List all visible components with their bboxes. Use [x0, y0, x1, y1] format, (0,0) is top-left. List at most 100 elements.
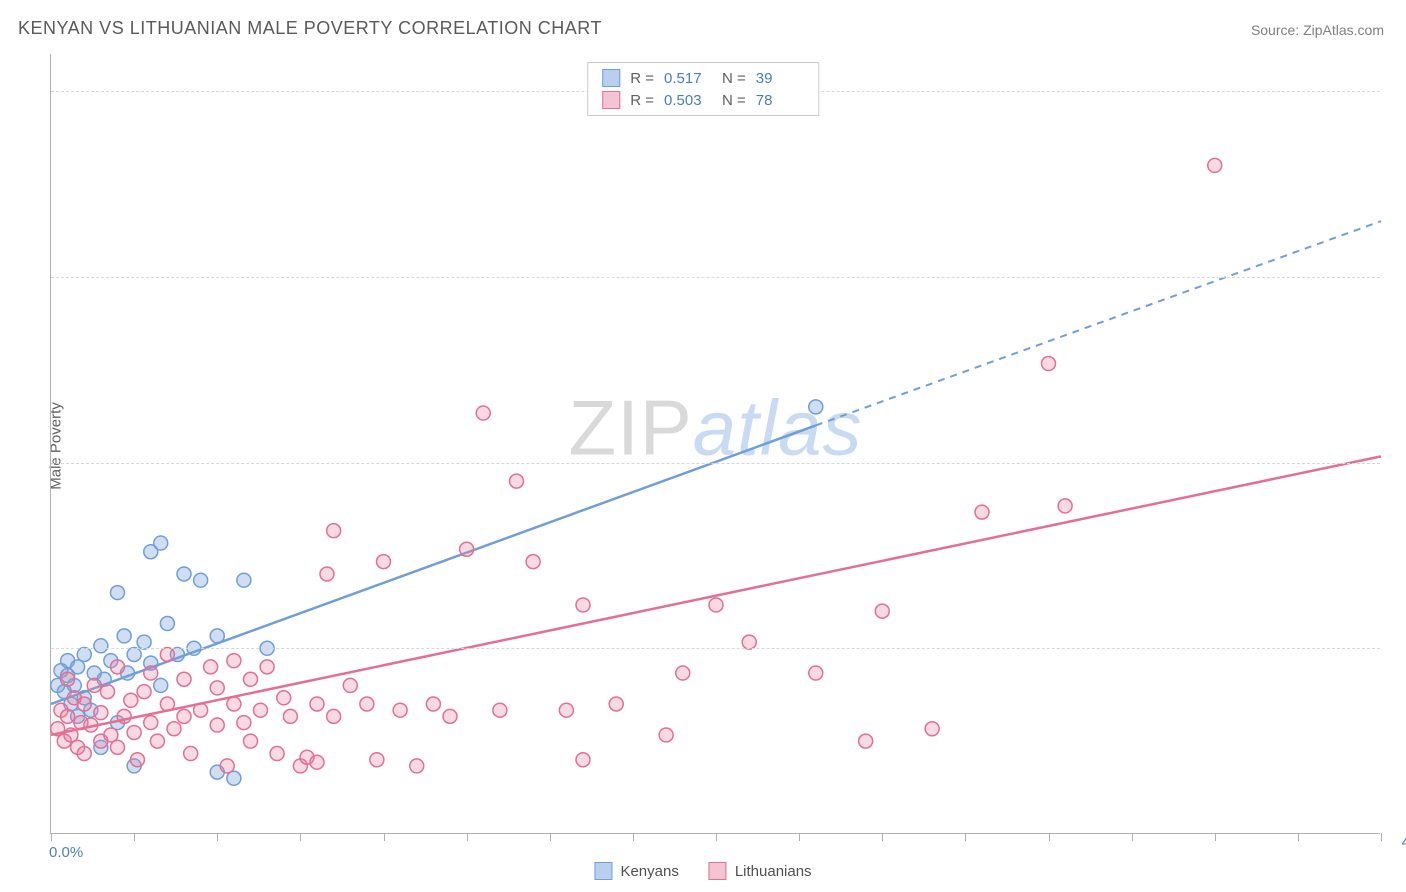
data-point	[283, 709, 297, 723]
data-point	[576, 598, 590, 612]
x-tick-label: 40.0%	[1401, 834, 1406, 851]
data-point	[154, 678, 168, 692]
data-point	[370, 753, 384, 767]
data-point	[709, 598, 723, 612]
x-tick	[633, 833, 634, 841]
data-point	[184, 747, 198, 761]
data-point	[925, 722, 939, 736]
data-point	[150, 734, 164, 748]
data-point	[320, 567, 334, 581]
x-tick	[965, 833, 966, 841]
data-point	[227, 697, 241, 711]
legend-swatch	[594, 862, 612, 880]
x-tick	[1049, 833, 1050, 841]
legend-swatch	[602, 91, 620, 109]
data-point	[875, 604, 889, 618]
data-point	[377, 555, 391, 569]
data-point	[809, 400, 823, 414]
n-value: 39	[756, 70, 804, 87]
trend-line	[51, 425, 816, 704]
data-point	[94, 639, 108, 653]
x-tick	[217, 833, 218, 841]
r-value: 0.503	[664, 92, 712, 109]
data-point	[576, 753, 590, 767]
gridline	[51, 463, 1380, 464]
data-point	[1042, 357, 1056, 371]
n-value: 78	[756, 92, 804, 109]
data-point	[177, 567, 191, 581]
stats-row: R =0.503N =78	[588, 89, 818, 111]
data-point	[77, 647, 91, 661]
gridline	[51, 648, 1380, 649]
y-tick-label: 60.0%	[1390, 83, 1406, 100]
bottom-legend: Kenyans Lithuanians	[594, 862, 811, 880]
data-point	[124, 693, 138, 707]
gridline	[51, 277, 1380, 278]
data-point	[609, 697, 623, 711]
legend-swatch	[709, 862, 727, 880]
data-point	[117, 629, 131, 643]
data-point	[87, 678, 101, 692]
r-value: 0.517	[664, 70, 712, 87]
data-point	[194, 573, 208, 587]
x-tick	[51, 833, 52, 841]
data-point	[327, 709, 341, 723]
stats-legend: R =0.517N =39R =0.503N =78	[587, 62, 819, 116]
x-tick	[716, 833, 717, 841]
data-point	[77, 747, 91, 761]
data-point	[137, 635, 151, 649]
data-point	[227, 654, 241, 668]
data-point	[975, 505, 989, 519]
data-point	[244, 672, 258, 686]
data-point	[360, 697, 374, 711]
data-point	[61, 709, 75, 723]
trend-line-extrapolated	[816, 221, 1381, 425]
data-point	[154, 536, 168, 550]
data-point	[111, 740, 125, 754]
data-point	[177, 672, 191, 686]
data-point	[410, 759, 424, 773]
data-point	[111, 586, 125, 600]
data-point	[77, 697, 91, 711]
data-point	[160, 647, 174, 661]
data-point	[204, 660, 218, 674]
data-point	[476, 406, 490, 420]
chart-title: KENYAN VS LITHUANIAN MALE POVERTY CORREL…	[18, 18, 602, 39]
data-point	[659, 728, 673, 742]
data-point	[310, 697, 324, 711]
data-point	[327, 524, 341, 538]
x-tick	[300, 833, 301, 841]
data-point	[859, 734, 873, 748]
data-point	[270, 747, 284, 761]
data-point	[127, 725, 141, 739]
x-tick	[1381, 833, 1382, 841]
source-attribution: Source: ZipAtlas.com	[1251, 22, 1384, 38]
legend-item: Lithuanians	[709, 862, 812, 880]
plot-area: ZIPatlas 15.0%30.0%45.0%60.0%0.0%40.0%	[50, 54, 1380, 834]
data-point	[244, 734, 258, 748]
data-point	[443, 709, 457, 723]
legend-label: Lithuanians	[735, 863, 812, 880]
data-point	[177, 709, 191, 723]
data-point	[809, 666, 823, 680]
data-point	[510, 474, 524, 488]
data-point	[144, 666, 158, 680]
y-tick-label: 15.0%	[1390, 640, 1406, 657]
data-point	[310, 755, 324, 769]
x-tick-label: 0.0%	[49, 844, 83, 861]
data-point	[144, 716, 158, 730]
data-point	[343, 678, 357, 692]
x-tick	[134, 833, 135, 841]
x-tick	[882, 833, 883, 841]
x-tick	[467, 833, 468, 841]
y-tick-label: 45.0%	[1390, 268, 1406, 285]
data-point	[210, 718, 224, 732]
data-point	[237, 573, 251, 587]
x-tick	[384, 833, 385, 841]
data-point	[559, 703, 573, 717]
data-point	[460, 542, 474, 556]
data-point	[61, 672, 75, 686]
data-point	[277, 691, 291, 705]
legend-item: Kenyans	[594, 862, 678, 880]
data-point	[1058, 499, 1072, 513]
